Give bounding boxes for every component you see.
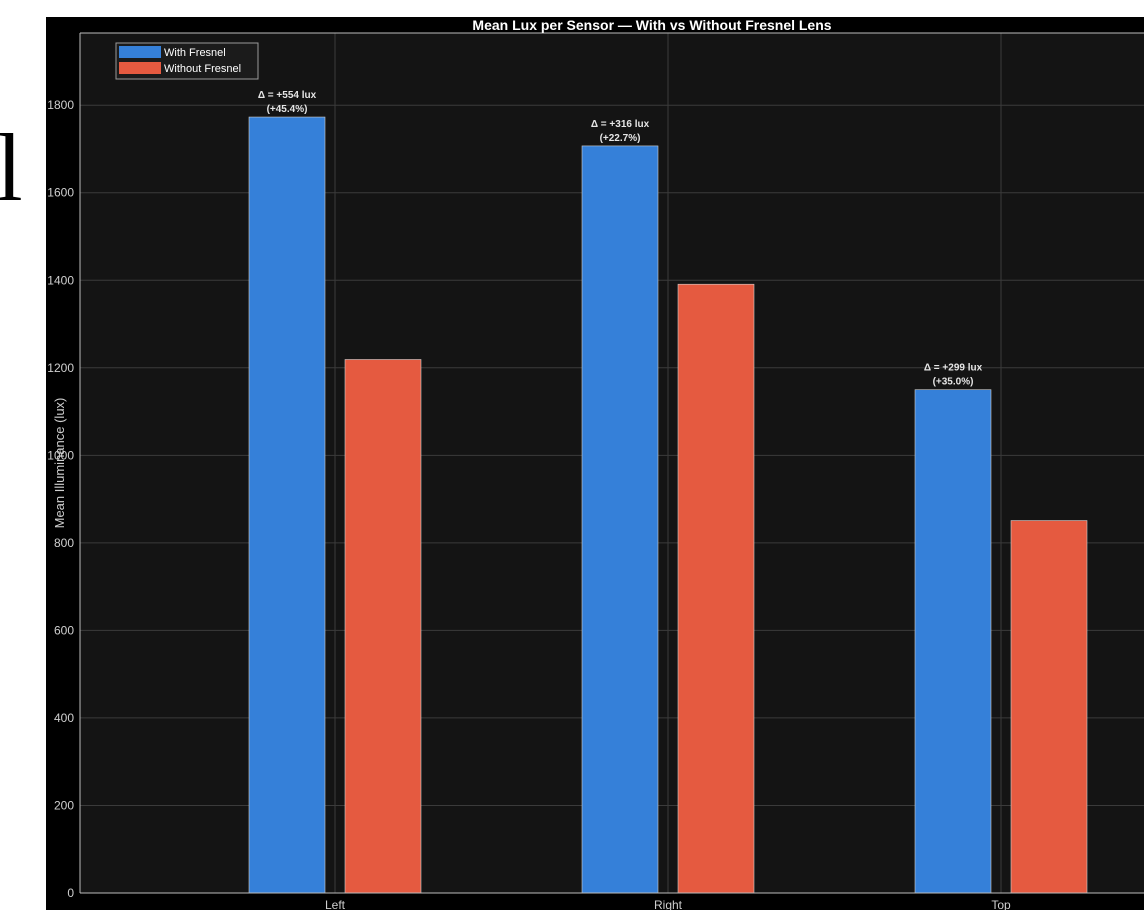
cropped-text-fragment: l <box>0 114 23 221</box>
y-tick-label: 400 <box>54 711 74 725</box>
y-tick-label: 1000 <box>47 448 74 462</box>
bar-with-fresnel <box>248 116 326 894</box>
annotation-delta: Δ = +316 lux <box>591 119 650 130</box>
annotation-percent: (+22.7%) <box>600 133 641 144</box>
x-tick-label: Right <box>654 898 683 910</box>
y-tick-label: 0 <box>67 886 74 900</box>
chart-title: Mean Lux per Sensor — With vs Without Fr… <box>472 17 831 33</box>
y-tick-label: 1600 <box>47 186 74 200</box>
legend-swatch <box>119 46 161 58</box>
tick-labels: 0 200 400 600 800 1000 1200 1400 1600 1800 Left Rig… <box>47 98 1011 910</box>
y-tick-label: 1200 <box>47 361 74 375</box>
y-tick-label: 1800 <box>47 98 74 112</box>
bar-without-fresnel <box>344 359 422 894</box>
y-tick-label: 800 <box>54 536 74 550</box>
x-tick-label: Top <box>991 898 1011 910</box>
bar-without-fresnel <box>677 283 755 894</box>
legend-swatch <box>119 62 161 74</box>
annotation-delta: Δ = +554 lux <box>258 90 317 101</box>
y-tick-label: 1400 <box>47 273 74 287</box>
bars <box>248 116 1088 894</box>
annotation-percent: (+35.0%) <box>933 377 974 388</box>
annotation-delta: Δ = +299 lux <box>924 363 983 374</box>
bar-with-fresnel <box>914 389 992 894</box>
y-tick-label: 200 <box>54 798 74 812</box>
bar-with-fresnel <box>581 145 659 894</box>
legend-label: Without Fresnel <box>164 63 241 75</box>
y-axis-label: Mean Illuminance (lux) <box>52 398 67 529</box>
bar-annotations: Δ = +554 lux (+45.4%) Δ = +316 lux (+22.7%)… <box>258 90 983 388</box>
legend: With Fresnel Without Fresnel <box>115 42 259 80</box>
annotation-percent: (+45.4%) <box>267 104 308 115</box>
y-tick-label: 600 <box>54 623 74 637</box>
bar-without-fresnel <box>1010 520 1088 894</box>
legend-label: With Fresnel <box>164 47 226 59</box>
axes <box>79 32 1144 894</box>
x-tick-label: Left <box>325 898 346 910</box>
